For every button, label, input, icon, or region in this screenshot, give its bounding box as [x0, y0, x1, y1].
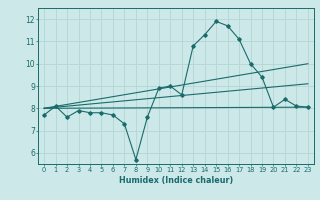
- X-axis label: Humidex (Indice chaleur): Humidex (Indice chaleur): [119, 176, 233, 185]
